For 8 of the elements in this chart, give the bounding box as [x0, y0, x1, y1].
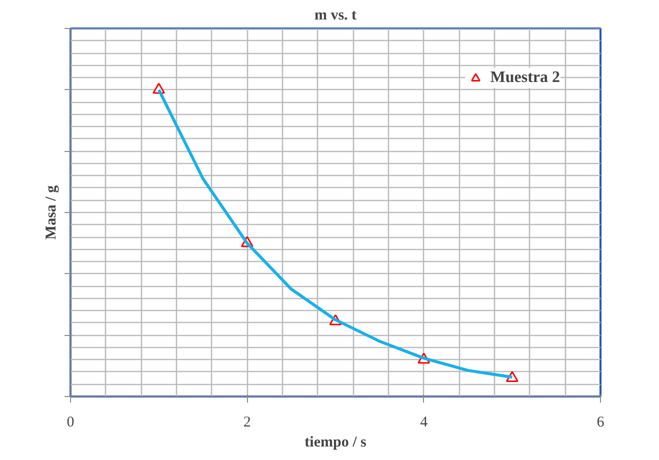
x-tick-label: 0 — [66, 414, 74, 430]
legend-label: Muestra 2 — [490, 69, 560, 87]
x-tick-label: 4 — [420, 414, 428, 430]
x-tick-label: 6 — [596, 414, 605, 430]
x-tick-label: 2 — [243, 414, 251, 430]
x-axis-title: tiempo / s — [304, 434, 366, 450]
y-axis-title: Masa / g — [44, 184, 60, 240]
chart-title: m vs. t — [314, 8, 357, 24]
